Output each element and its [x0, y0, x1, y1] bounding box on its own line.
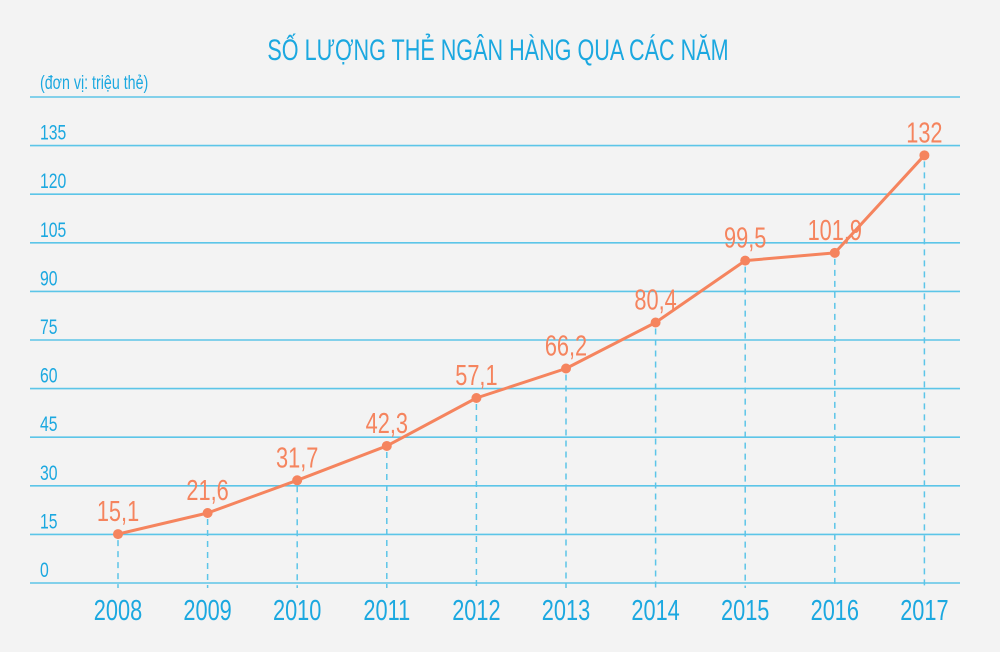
series-line — [117, 154, 926, 536]
data-point — [381, 440, 392, 451]
data-point — [650, 317, 661, 328]
x-tick-label: 2014 — [631, 595, 679, 627]
data-label: 132 — [906, 117, 942, 149]
y-tick-label: 75 — [40, 315, 58, 339]
y-tick-label: 45 — [40, 412, 58, 436]
y-tick-label: 60 — [40, 363, 58, 387]
data-point — [740, 255, 751, 266]
data-point — [202, 508, 213, 519]
x-tick-label: 2008 — [94, 595, 142, 627]
unit-label: (đơn vị: triệu thẻ) — [40, 72, 148, 93]
data-label: 66,2 — [545, 331, 587, 363]
chart-title: SỐ LƯỢNG THẺ NGÂN HÀNG QUA CÁC NĂM — [267, 32, 728, 66]
y-tick-label: 15 — [40, 509, 58, 533]
data-point — [919, 150, 930, 161]
x-tick-label: 2011 — [363, 595, 410, 627]
data-point — [471, 392, 482, 403]
x-tick-label: 2010 — [273, 595, 321, 627]
x-tick-label: 2017 — [900, 595, 948, 627]
x-tick-label: 2013 — [542, 595, 590, 627]
x-tick-label: 2009 — [183, 595, 231, 627]
data-label: 57,1 — [455, 360, 497, 392]
data-label: 99,5 — [724, 223, 766, 255]
y-tick-label: 135 — [40, 120, 66, 144]
data-point — [292, 475, 303, 486]
data-label: 42,3 — [366, 408, 408, 440]
x-tick-label: 2015 — [721, 595, 769, 627]
data-point — [561, 363, 571, 374]
y-tick-label: 105 — [40, 218, 66, 242]
y-tick-label: 30 — [40, 461, 58, 485]
data-label: 31,7 — [276, 442, 318, 474]
data-point — [829, 247, 840, 258]
data-point — [113, 529, 123, 540]
y-tick-label: 90 — [40, 266, 58, 290]
data-label: 15,1 — [97, 496, 139, 528]
data-label: 80,4 — [634, 285, 676, 317]
x-tick-label: 2016 — [811, 595, 859, 627]
data-label: 101,9 — [808, 215, 862, 247]
y-tick-label: 0 — [40, 558, 49, 582]
data-label: 21,6 — [186, 475, 228, 507]
x-tick-label: 2012 — [452, 595, 500, 627]
y-tick-label: 120 — [40, 169, 66, 193]
